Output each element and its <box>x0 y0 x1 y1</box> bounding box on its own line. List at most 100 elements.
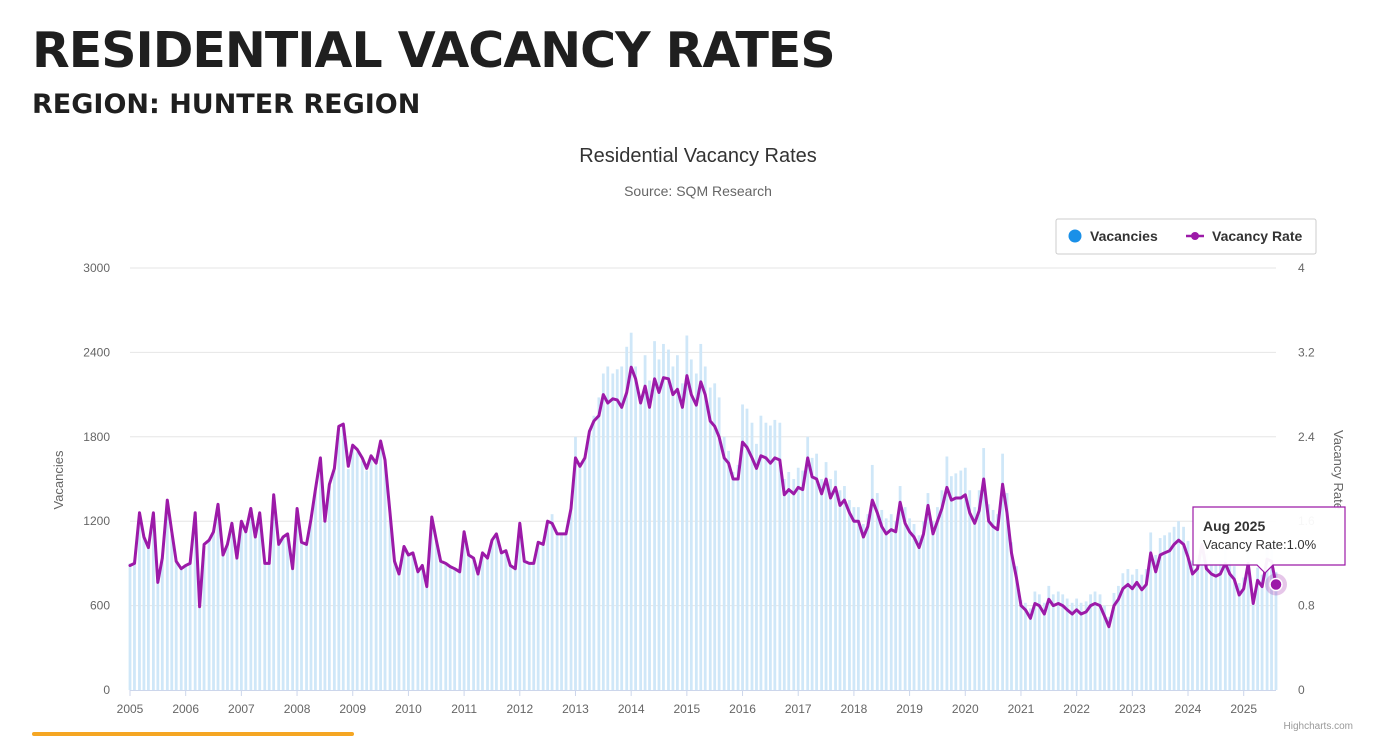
vacancies-bar <box>1260 574 1264 690</box>
vacancies-bar <box>244 532 248 690</box>
vacancies-bar <box>574 436 577 690</box>
vacancies-bar <box>657 359 661 690</box>
vacancies-bar <box>834 470 837 690</box>
vacancies-bar <box>1019 599 1023 690</box>
vacancies-bar <box>945 456 949 690</box>
vacancies-bar <box>286 533 289 690</box>
vacancies-bar <box>815 453 818 690</box>
vacancies-bar <box>1265 543 1269 690</box>
vacancies-bar <box>810 457 814 690</box>
vacancies-bar <box>1168 532 1172 690</box>
vacancies-bar <box>1251 592 1255 690</box>
vacancies-bar <box>527 563 531 690</box>
vacancies-bar <box>309 519 313 690</box>
vacancies-bar <box>207 540 211 690</box>
y-tick-label-right: 3.2 <box>1298 345 1315 359</box>
vacancies-bar <box>1186 540 1190 690</box>
x-tick-label: 2005 <box>117 702 144 716</box>
vacancies-bar <box>681 383 684 690</box>
vacancies-bar <box>796 467 800 690</box>
legend-item-vacancies[interactable]: Vacancies <box>1068 228 1158 244</box>
highcharts-credit[interactable]: Highcharts.com <box>1284 721 1353 732</box>
vacancies-bar <box>875 493 879 690</box>
y-tick-label-right: 4 <box>1298 261 1305 275</box>
vacancies-bar <box>495 533 498 690</box>
tooltip-label: Vacancy Rate: <box>1203 537 1287 552</box>
y-tick-label-left: 600 <box>90 599 110 613</box>
vacancies-bar <box>351 448 355 690</box>
vacancies-bar <box>898 486 902 690</box>
y-tick-label-left: 2400 <box>83 345 110 359</box>
vacancies-bar <box>588 429 591 690</box>
vacancies-bar <box>634 366 638 690</box>
vacancy-rate-line-group <box>128 365 1278 629</box>
vacancies-bar <box>1098 594 1102 690</box>
vacancies-bar <box>611 373 615 690</box>
vacancies-bar <box>1065 598 1069 690</box>
y-tick-label-right: 2.4 <box>1298 430 1315 444</box>
vacancies-bar <box>745 408 749 690</box>
vacancies-bar <box>1274 571 1278 690</box>
vacancies-bar <box>560 533 563 690</box>
vacancies-bar <box>319 460 322 690</box>
vacancies-bar <box>880 509 884 690</box>
vacancies-bar <box>536 542 540 690</box>
vacancies-bar <box>388 514 392 690</box>
vacancies-bar <box>1182 526 1185 690</box>
vacancies-bar <box>894 521 898 690</box>
tooltip-value: Vacancy Rate:1.0% <box>1203 537 1317 552</box>
vacancies-bar <box>667 349 670 690</box>
legend-item-vacancy-rate[interactable]: Vacancy Rate <box>1186 228 1302 244</box>
vacancies-bar <box>1047 585 1051 690</box>
x-tick-label: 2015 <box>673 702 700 716</box>
vacancies-bar <box>323 521 327 690</box>
vacancies-bar <box>1042 602 1046 690</box>
vacancies-bar <box>1010 542 1013 690</box>
vacancies-bar <box>522 560 526 690</box>
legend-label-vacancy-rate: Vacancy Rate <box>1212 228 1302 244</box>
vacancies-bar <box>383 462 387 690</box>
chart-title: Residential Vacancy Rates <box>579 145 817 167</box>
x-tick-label: 2009 <box>339 702 366 716</box>
vacancies-bar <box>272 497 276 690</box>
vacancies-bar <box>360 460 364 690</box>
vacancies-bar <box>653 341 656 690</box>
vacancies-bar <box>160 557 164 690</box>
vacancies-bar <box>1144 569 1148 690</box>
vacancies-bar <box>620 366 624 690</box>
vacancies-bar <box>727 450 731 690</box>
x-tick-label: 2018 <box>841 702 868 716</box>
vacancies-bar <box>281 536 285 690</box>
vacancies-bar <box>578 464 582 690</box>
vacancies-bar <box>226 543 229 690</box>
vacancies-bar <box>249 509 253 690</box>
vacancies-bar <box>448 566 452 690</box>
legend: Vacancies Vacancy Rate <box>1055 218 1317 255</box>
hover-point <box>1269 577 1283 592</box>
vacancies-bar <box>165 502 169 690</box>
tooltip-title: Aug 2025 <box>1203 518 1265 534</box>
vacancies-bar <box>420 564 424 690</box>
vacancies-bar <box>996 514 999 690</box>
vacancies-bar <box>926 493 930 690</box>
vacancies-bar <box>411 552 415 690</box>
vacancies-bar <box>1163 535 1167 690</box>
vacancies-bar <box>267 563 271 690</box>
vacancies-bar <box>685 335 689 690</box>
vacancies-bar <box>694 373 698 690</box>
vacancies-bar <box>629 332 633 690</box>
vacancies-bar <box>193 515 197 690</box>
vacancies-bar <box>258 514 262 690</box>
vacancies-bar <box>592 415 596 690</box>
y-tick-label-left: 3000 <box>83 261 110 275</box>
vacancies-bar <box>713 383 717 690</box>
vacancies-bar <box>615 369 619 690</box>
vacancies-bar <box>583 457 587 690</box>
vacancies-bar <box>759 415 763 690</box>
vacancies-bar <box>643 355 647 690</box>
vacancies-bar <box>1135 569 1139 690</box>
axes: 0600120018002400300000.81.62.43.24200520… <box>83 261 1315 716</box>
vacancies-bar <box>1075 598 1079 690</box>
vacancies-bar <box>291 567 294 690</box>
